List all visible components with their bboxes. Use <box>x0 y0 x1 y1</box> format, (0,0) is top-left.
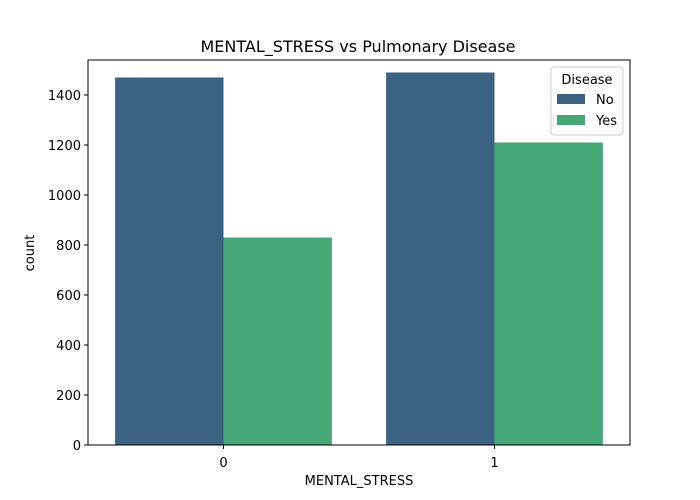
y-tick-label: 800 <box>56 239 81 254</box>
y-tick-label: 600 <box>56 289 81 304</box>
y-tick-label: 1000 <box>48 189 81 204</box>
bars-group <box>115 72 603 445</box>
y-tick-label: 1400 <box>48 89 81 104</box>
bar-no-0 <box>115 77 224 445</box>
legend-title: Disease <box>561 73 612 88</box>
y-axis-label: count <box>23 235 38 272</box>
y-tick-label: 200 <box>56 389 81 404</box>
legend-label-no: No <box>596 93 614 108</box>
legend-swatch-no <box>557 94 585 104</box>
x-axis-label: MENTAL_STRESS <box>305 474 414 489</box>
y-tick-label: 1200 <box>48 139 81 154</box>
chart-title: MENTAL_STRESS vs Pulmonary Disease <box>200 37 515 57</box>
bar-no-1 <box>386 72 495 445</box>
y-tick-label: 0 <box>73 439 81 454</box>
x-tick-label: 1 <box>490 456 498 471</box>
y-axis-ticks: 0 200 400 600 800 1000 1200 1400 <box>48 89 88 454</box>
bar-yes-0 <box>223 237 332 445</box>
plot-frame <box>87 59 631 446</box>
x-tick-label: 0 <box>219 456 227 471</box>
y-tick-label: 400 <box>56 339 81 354</box>
legend-swatch-yes <box>557 115 585 125</box>
bar-yes-1 <box>494 142 603 445</box>
legend-label-yes: Yes <box>595 114 617 129</box>
legend: Disease No Yes <box>550 66 624 136</box>
